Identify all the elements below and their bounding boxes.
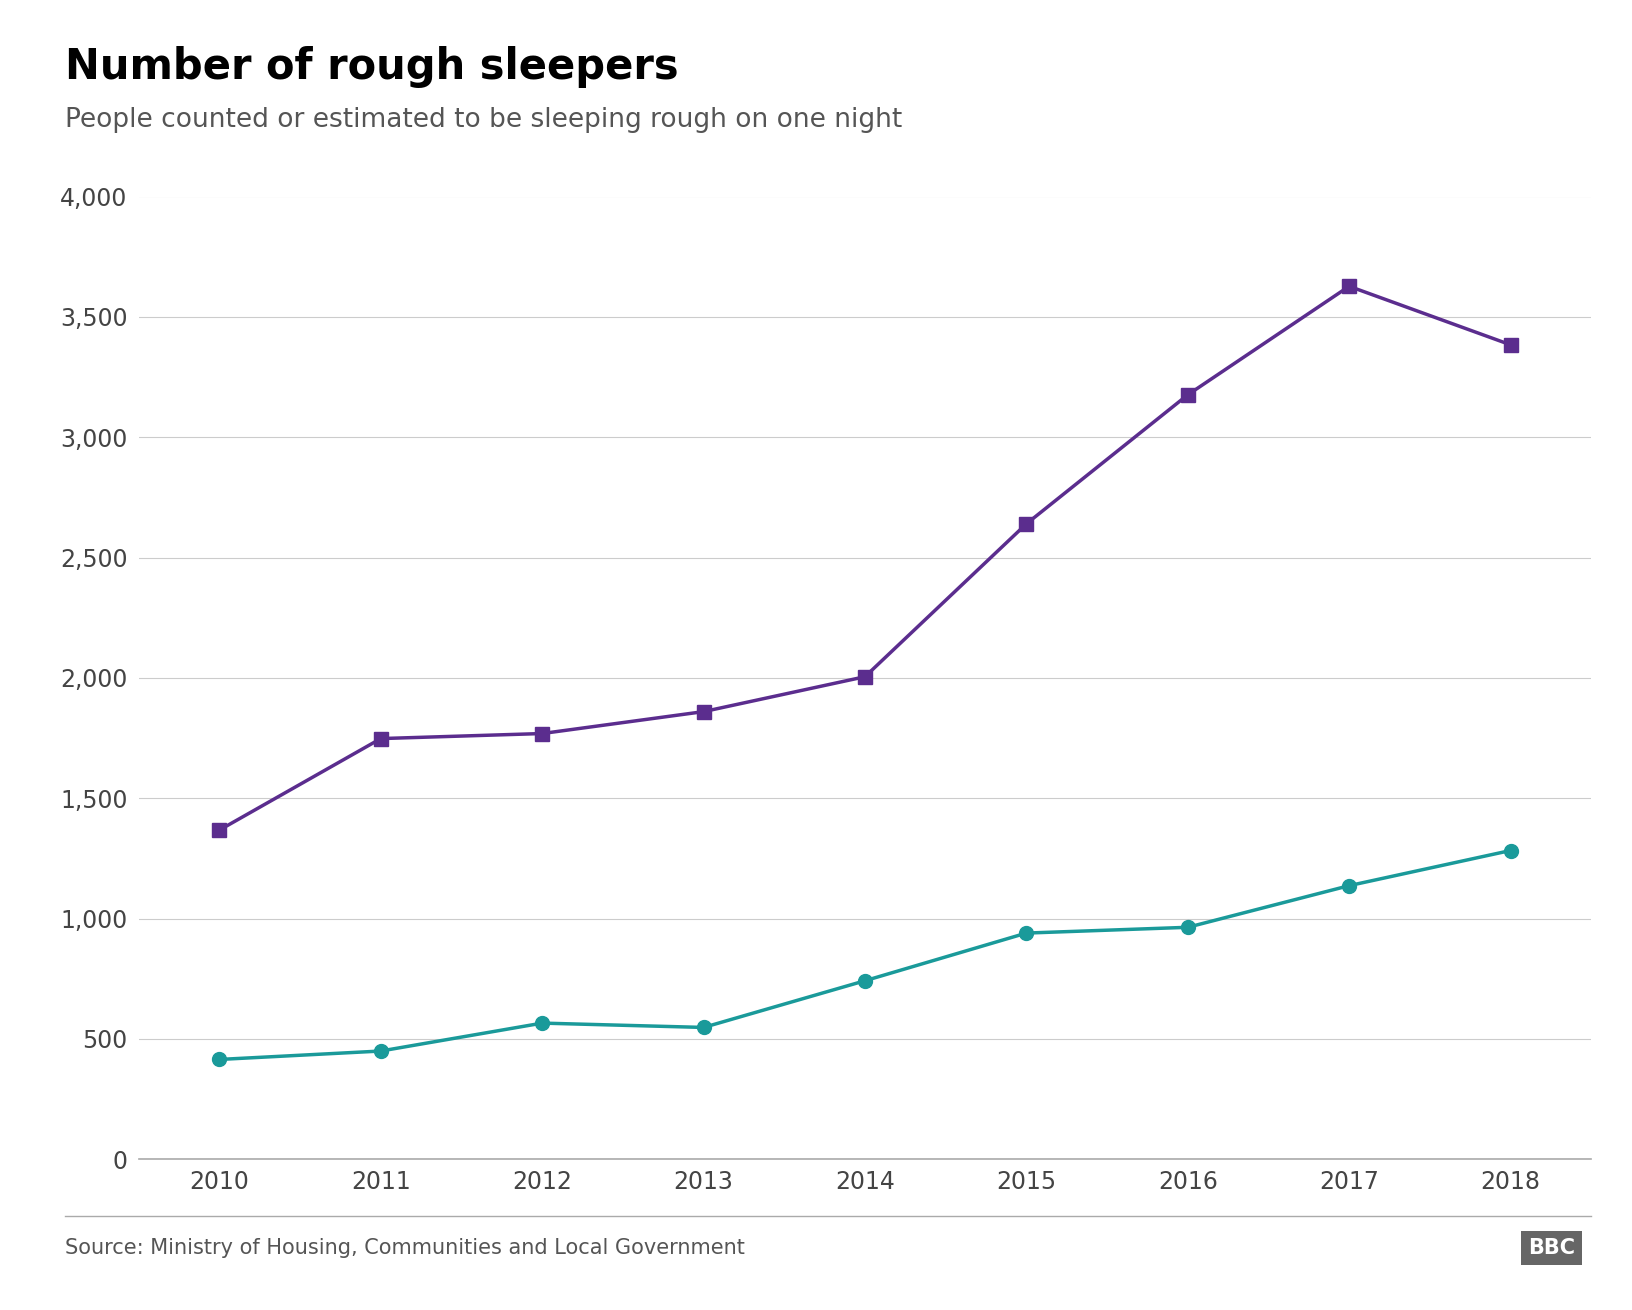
Text: People counted or estimated to be sleeping rough on one night: People counted or estimated to be sleepi… [65, 107, 902, 134]
Text: Source: Ministry of Housing, Communities and Local Government: Source: Ministry of Housing, Communities… [65, 1238, 746, 1258]
Text: Number of rough sleepers: Number of rough sleepers [65, 46, 679, 88]
Text: BBC: BBC [1528, 1238, 1575, 1258]
